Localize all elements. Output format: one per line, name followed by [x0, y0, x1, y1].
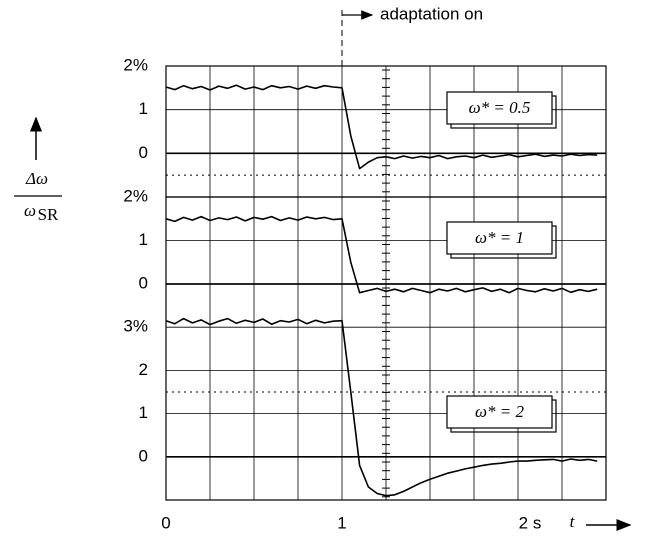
y-tick-label: 2	[139, 360, 148, 379]
annotation: ω* = 2	[475, 402, 524, 421]
signal-line	[165, 317, 598, 497]
x-tick-label: 0	[161, 513, 170, 532]
signal-line	[165, 215, 598, 294]
x-label: t	[570, 512, 576, 531]
y-tick-label: 1	[139, 99, 148, 118]
y-label-bottom: ω	[24, 201, 36, 220]
signal-line	[165, 84, 598, 170]
panel-frame	[165, 283, 607, 501]
y-label-top: Δω	[25, 169, 48, 188]
x-tick-label: 2 s	[519, 513, 542, 532]
y-tick-label: 2%	[123, 186, 148, 205]
y-tick-label: 1	[139, 403, 148, 422]
y-label-sub: SR	[38, 205, 59, 224]
annotation-box	[446, 91, 553, 125]
annotation-box	[446, 395, 553, 429]
annotation: ω* = 0.5	[469, 98, 531, 117]
adaptation-label: adaptation on	[380, 4, 483, 23]
y-tick-label: 0	[139, 273, 148, 292]
y-tick-label: 2%	[123, 55, 148, 74]
annotation-box	[446, 221, 553, 255]
y-tick-label: 0	[139, 143, 148, 162]
y-tick-label: 1	[139, 230, 148, 249]
y-tick-label: 3%	[123, 317, 148, 336]
annotation: ω* = 1	[475, 228, 524, 247]
x-tick-label: 1	[337, 513, 346, 532]
y-tick-label: 0	[139, 446, 148, 465]
